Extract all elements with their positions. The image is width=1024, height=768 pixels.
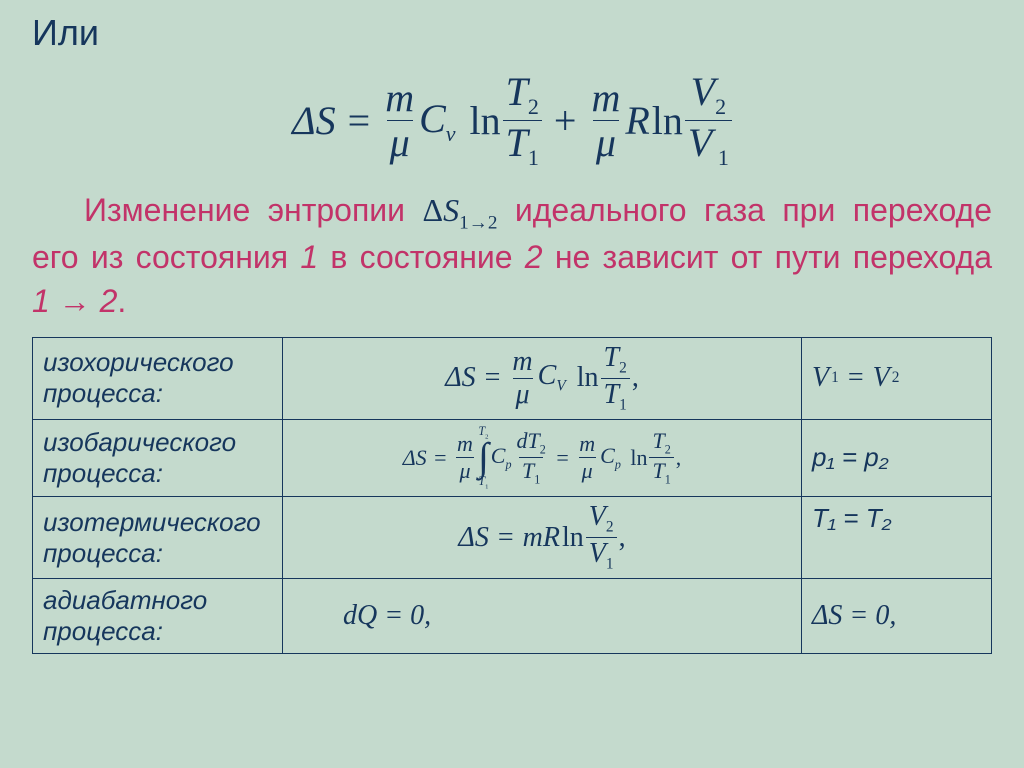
adiabatic-condition: ΔS = 0, (802, 579, 992, 654)
isothermal-formula: ΔS = mR ln V2 V1 , (283, 497, 802, 579)
table-row: адиабатного процесса: dQ = 0, ΔS = 0, (33, 579, 992, 654)
isothermal-label: изотермического процесса: (33, 497, 283, 579)
isobaric-condition: p₁ = p₂ (802, 419, 992, 496)
adiabatic-label: адиабатного процесса: (33, 579, 283, 654)
isochoric-label: изохорического процесса: (33, 337, 283, 419)
isobaric-formula: ΔS = mμ T2 ∫ T1 Cp dT2 T1 = mμ Cp ln T2 (283, 419, 802, 496)
description-paragraph: Изменение энтропии ΔS1→2 идеального газа… (32, 189, 992, 323)
main-entropy-formula: ΔS = mμ Cv ln T2 T1 + mμ R ln V2 V 1 (32, 72, 992, 169)
adiabatic-formula: dQ = 0, (283, 579, 802, 654)
processes-table: изохорического процесса: ΔS = mμ CV ln T… (32, 337, 992, 654)
table-row: изобарического процесса: ΔS = mμ T2 ∫ T1… (33, 419, 992, 496)
isobaric-label: изобарического процесса: (33, 419, 283, 496)
isothermal-condition: T₁ = T₂ (802, 497, 992, 579)
table-row: изотермического процесса: ΔS = mR ln V2 … (33, 497, 992, 579)
isochoric-condition: V1 = V2 (802, 337, 992, 419)
table-row: изохорического процесса: ΔS = mμ CV ln T… (33, 337, 992, 419)
isochoric-formula: ΔS = mμ CV ln T2 T1 , (283, 337, 802, 419)
heading-or: Или (32, 12, 992, 54)
